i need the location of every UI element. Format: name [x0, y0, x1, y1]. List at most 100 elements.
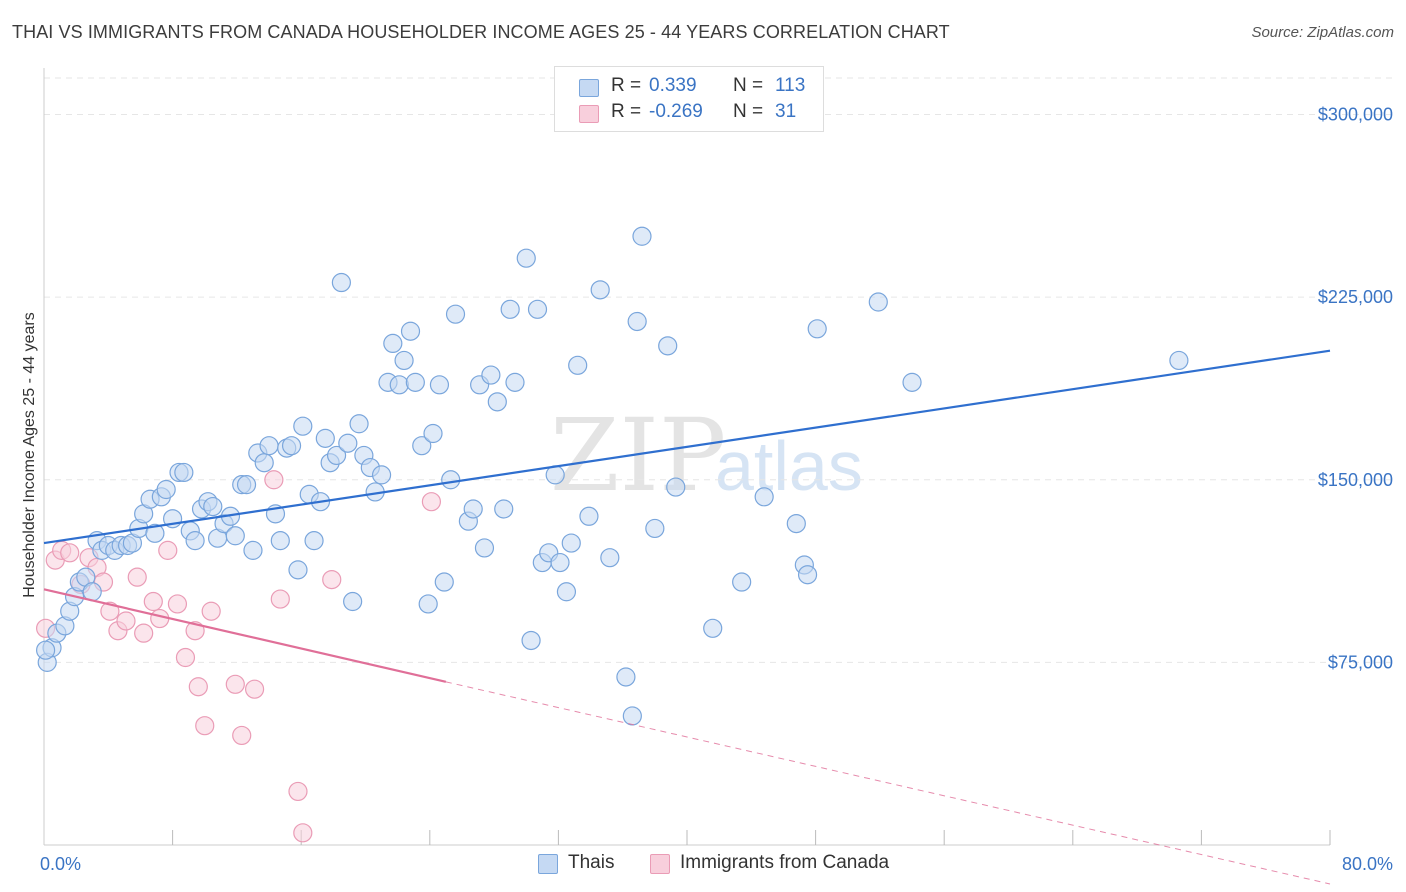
trend-lines — [43, 349, 1331, 885]
data-point-thai — [405, 372, 425, 392]
data-point-thai — [259, 436, 279, 456]
data-point-thai — [36, 640, 56, 660]
data-point-thai — [521, 630, 541, 651]
legend-r-value: 0.339 — [649, 75, 697, 96]
watermark: ZIP atlas — [550, 397, 863, 514]
data-point-thai — [418, 594, 438, 614]
data-point-thai — [627, 311, 647, 332]
data-point-thai — [579, 506, 599, 526]
data-point-thai — [281, 436, 302, 456]
data-point-thai — [441, 470, 461, 490]
data-point-canada — [116, 611, 136, 631]
data-point-canada — [100, 601, 120, 621]
data-point-thai — [225, 526, 245, 546]
x-tick-label-min: 0.0% — [40, 854, 81, 874]
correlation-legend: R = 0.339 N = 113 R = -0.269 N = 31 — [554, 66, 824, 132]
x-axis-ticks: 0.0% 80.0% — [40, 854, 1393, 874]
data-point-thai — [474, 538, 495, 558]
data-point-thai — [527, 299, 548, 319]
data-point-canada — [264, 470, 284, 490]
data-point-thai — [481, 365, 501, 385]
data-point-thai — [383, 333, 403, 354]
data-point-thai — [797, 565, 818, 585]
series-thais — [36, 226, 1189, 726]
data-point-canada — [201, 601, 221, 621]
data-point-canada — [293, 823, 313, 843]
data-point-thai — [754, 487, 774, 507]
data-point-thai — [338, 433, 358, 453]
data-point-canada — [158, 540, 178, 560]
data-point-thai — [185, 531, 205, 551]
data-point-thai — [556, 582, 577, 602]
chart-title: THAI VS IMMIGRANTS FROM CANADA HOUSEHOLD… — [12, 22, 950, 42]
legend-r-label: R = — [611, 101, 642, 122]
data-point-canada — [232, 725, 252, 746]
data-point-thai — [371, 465, 392, 485]
series-legend: Thais Immigrants from Canada — [0, 852, 1406, 878]
data-point-thai — [622, 706, 642, 726]
data-point-thai — [349, 414, 369, 434]
data-point-canada — [175, 647, 196, 668]
data-point-thai — [1169, 350, 1189, 371]
legend-n-label: N = — [733, 75, 764, 96]
data-point-thai — [423, 423, 443, 444]
data-point-thai — [902, 372, 922, 392]
data-point-thai — [293, 416, 313, 436]
data-point-thai — [568, 355, 588, 375]
data-point-thai — [666, 477, 686, 497]
y-tick-label: $75,000 — [1328, 652, 1393, 672]
legend-swatch-thais — [538, 854, 558, 874]
legend-label-canada: Immigrants from Canada — [680, 852, 890, 873]
data-point-thai — [550, 552, 570, 573]
data-point-thai — [412, 436, 432, 456]
data-point-thai — [434, 572, 454, 592]
data-point-thai — [343, 591, 363, 612]
legend-n-value: 31 — [775, 101, 797, 122]
data-point-thai — [145, 523, 165, 543]
data-point-thai — [868, 292, 888, 312]
data-point-thai — [732, 572, 752, 592]
legend-swatch-canada — [579, 105, 599, 123]
data-point-thai — [600, 548, 620, 568]
legend-n-value: 113 — [775, 75, 806, 96]
data-point-thai — [254, 453, 274, 473]
data-point-canada — [134, 623, 154, 643]
data-point-canada — [270, 589, 290, 609]
data-point-canada — [288, 781, 308, 802]
data-point-thai — [304, 531, 324, 551]
data-point-thai — [516, 248, 536, 268]
y-axis-label: Householder Income Ages 25 - 44 years — [21, 312, 38, 598]
data-point-thai — [389, 375, 409, 395]
legend-swatch-thais — [579, 79, 599, 97]
legend-r-value: -0.269 — [649, 101, 703, 122]
data-point-canada — [225, 674, 245, 694]
data-point-canada — [322, 569, 342, 590]
svg-text:ZIP: ZIP — [550, 397, 726, 514]
data-point-canada — [127, 567, 147, 587]
trend-line-thais — [43, 349, 1331, 545]
data-point-canada — [421, 492, 442, 512]
data-point-canada — [188, 677, 208, 697]
trend-line-canada — [43, 588, 447, 683]
trend-line-canada-extension — [445, 681, 1331, 885]
data-point-thai — [445, 304, 466, 324]
y-tick-label: $300,000 — [1318, 105, 1393, 125]
data-point-thai — [429, 375, 450, 395]
chart-source: Source: ZipAtlas.com — [1251, 24, 1394, 41]
data-point-thai — [590, 280, 610, 300]
y-tick-label: $150,000 — [1318, 470, 1393, 490]
data-point-thai — [487, 392, 507, 412]
legend-swatch-canada — [650, 854, 670, 874]
data-point-thai — [494, 499, 514, 519]
data-point-thai — [174, 462, 194, 483]
data-point-thai — [243, 540, 263, 560]
data-point-thai — [288, 560, 308, 580]
grid-lines — [44, 77, 1392, 663]
data-point-thai — [315, 428, 335, 448]
axes — [43, 68, 1331, 846]
data-point-canada — [167, 594, 188, 614]
data-point-thai — [400, 321, 421, 341]
data-point-thai — [561, 533, 581, 553]
data-point-thai — [807, 319, 827, 339]
